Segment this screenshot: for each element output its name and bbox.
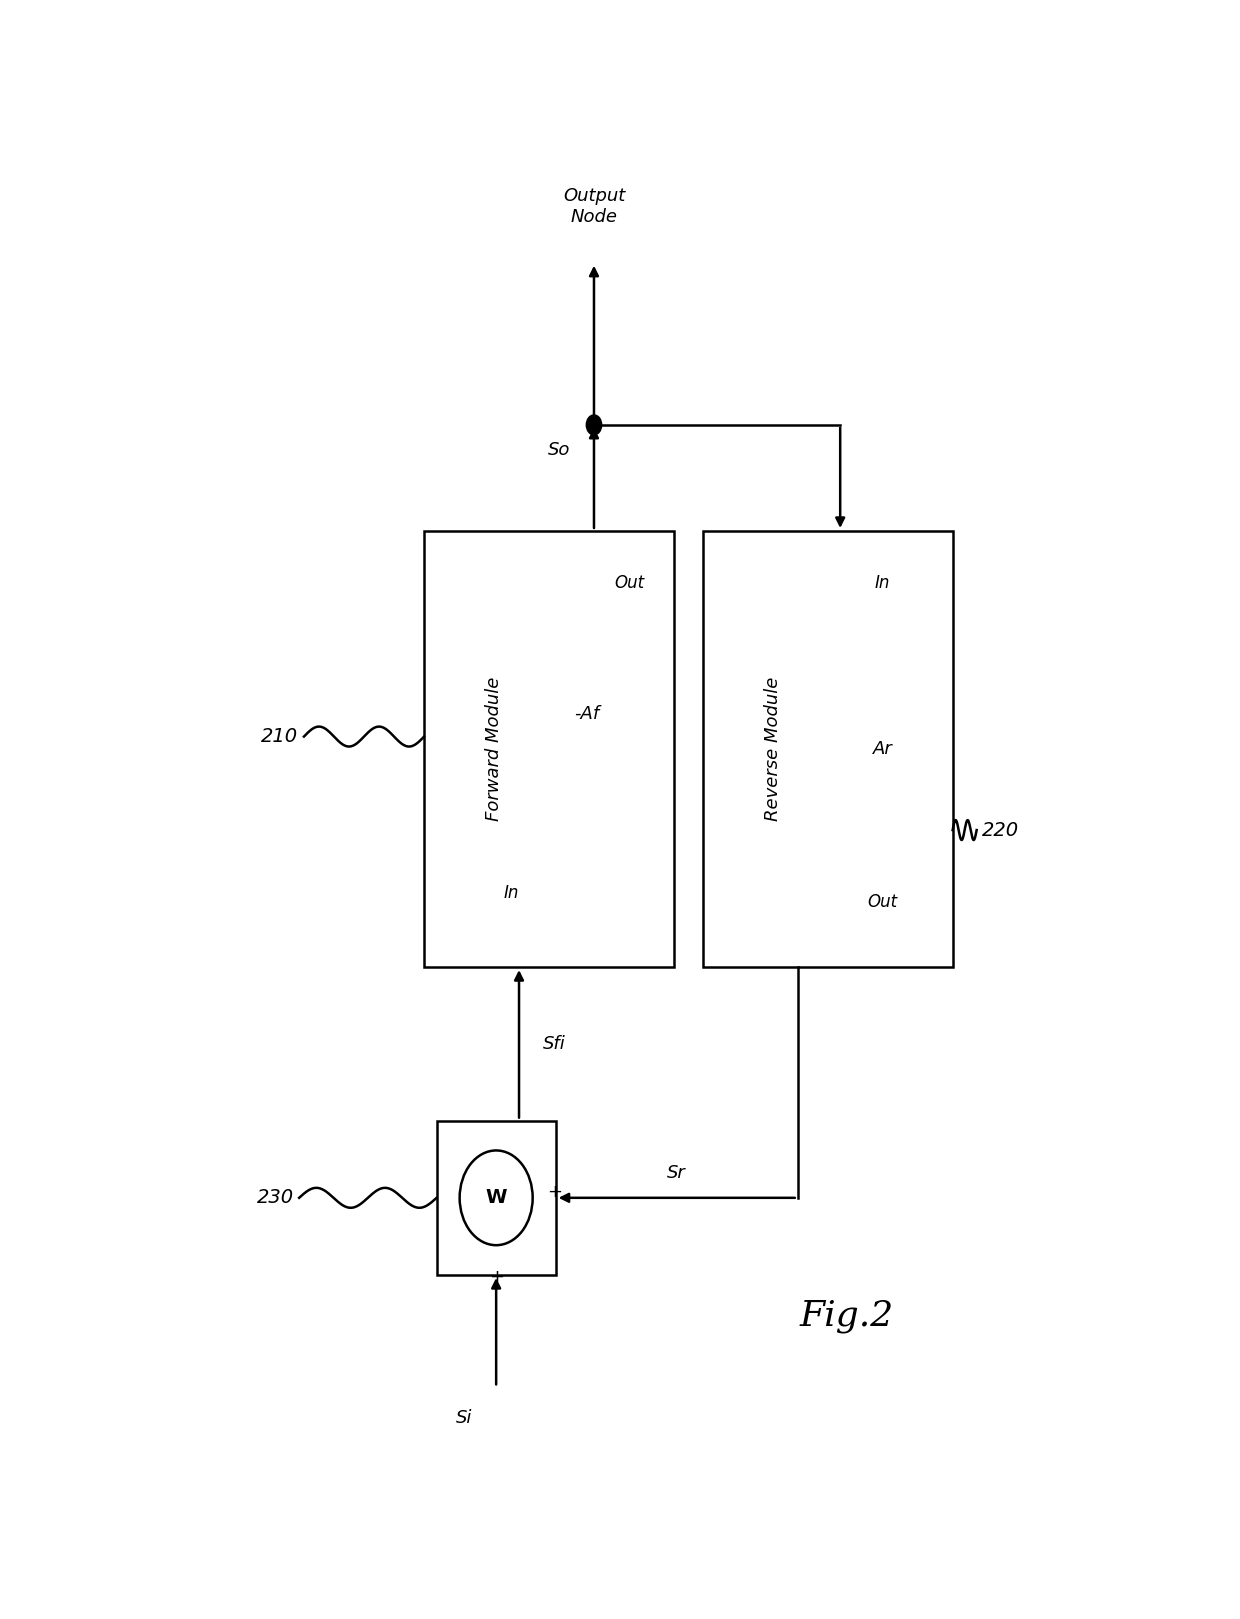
- Text: 210: 210: [262, 727, 299, 746]
- Text: +: +: [547, 1182, 562, 1201]
- Text: So: So: [548, 440, 570, 458]
- Text: Out: Out: [868, 892, 898, 911]
- Text: 220: 220: [982, 821, 1019, 840]
- Text: Sr: Sr: [667, 1164, 686, 1182]
- Bar: [436, 1120, 556, 1276]
- Text: Reverse Module: Reverse Module: [764, 677, 781, 821]
- Text: Fig.2: Fig.2: [800, 1298, 894, 1334]
- Text: -Af: -Af: [574, 706, 599, 724]
- Text: Output
Node: Output Node: [563, 188, 625, 227]
- Text: Forward Module: Forward Module: [485, 677, 503, 821]
- Circle shape: [587, 414, 601, 436]
- Text: +: +: [489, 1268, 503, 1285]
- Text: In: In: [875, 575, 890, 593]
- Text: Sfi: Sfi: [543, 1035, 565, 1052]
- Text: In: In: [503, 884, 520, 902]
- Text: Ar: Ar: [873, 740, 893, 758]
- Bar: [703, 531, 952, 967]
- Bar: [424, 531, 675, 967]
- Text: Si: Si: [456, 1410, 472, 1428]
- Text: W: W: [485, 1188, 507, 1208]
- Text: Out: Out: [614, 575, 644, 593]
- Text: 230: 230: [257, 1188, 294, 1208]
